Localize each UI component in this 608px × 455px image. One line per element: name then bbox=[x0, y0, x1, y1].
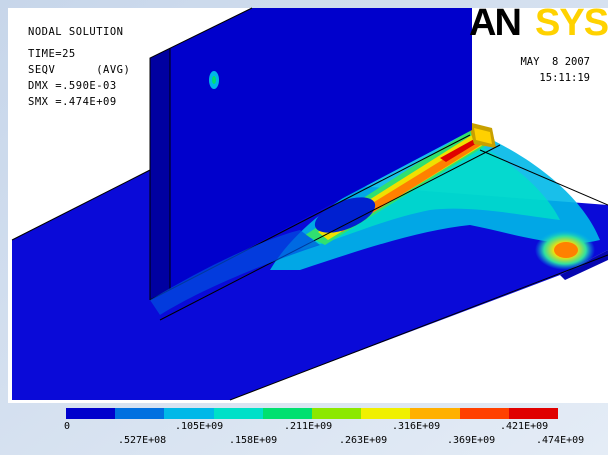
result-item: SEQV (AVG) bbox=[28, 64, 131, 76]
ansys-logo: AN SYS bbox=[467, 6, 608, 44]
legend-color-6 bbox=[361, 408, 411, 419]
legend-label-bottom-1: .158E+09 bbox=[229, 435, 278, 446]
legend-label-bottom-2: .263E+09 bbox=[339, 435, 388, 446]
legend-color-9 bbox=[508, 408, 559, 419]
legend-color-5 bbox=[312, 408, 362, 419]
solution-title: NODAL SOLUTION bbox=[28, 26, 124, 38]
logo-sys: SYS bbox=[535, 6, 608, 44]
legend-label-bottom-3: .369E+09 bbox=[447, 435, 496, 446]
legend-label-top-3: .316E+09 bbox=[392, 421, 441, 432]
time-text: 15:11:19 bbox=[539, 72, 590, 84]
legend-color-3 bbox=[213, 408, 263, 419]
solution-info: NODAL SOLUTION TIME=25 SEQV (AVG) DMX =.… bbox=[28, 24, 130, 110]
legend-color-2 bbox=[164, 408, 214, 419]
legend-label-top-4: .421E+09 bbox=[500, 421, 549, 432]
legend-label-top-2: .211E+09 bbox=[284, 421, 333, 432]
time-step: TIME=25 bbox=[28, 48, 76, 60]
legend-color-0 bbox=[66, 408, 116, 419]
smx-value: SMX =.474E+09 bbox=[28, 96, 117, 108]
legend-color-1 bbox=[115, 408, 165, 419]
logo-an: AN bbox=[469, 6, 522, 44]
vertical-plate bbox=[150, 8, 472, 300]
legend-label-top-1: .105E+09 bbox=[175, 421, 224, 432]
legend-label-bottom-0: .527E+08 bbox=[118, 435, 167, 446]
legend-color-7 bbox=[410, 408, 460, 419]
dmx-value: DMX =.590E-03 bbox=[28, 80, 117, 92]
legend-label-top-0: 0 bbox=[64, 421, 71, 432]
legend-color-8 bbox=[459, 408, 509, 419]
color-legend-bar bbox=[66, 408, 559, 419]
date-text: MAY 8 2007 bbox=[520, 56, 590, 68]
legend-color-4 bbox=[262, 408, 313, 419]
legend-label-bottom-4: .474E+09 bbox=[536, 435, 585, 446]
timestamp: MAY 8 2007 15:11:19 bbox=[520, 54, 590, 86]
